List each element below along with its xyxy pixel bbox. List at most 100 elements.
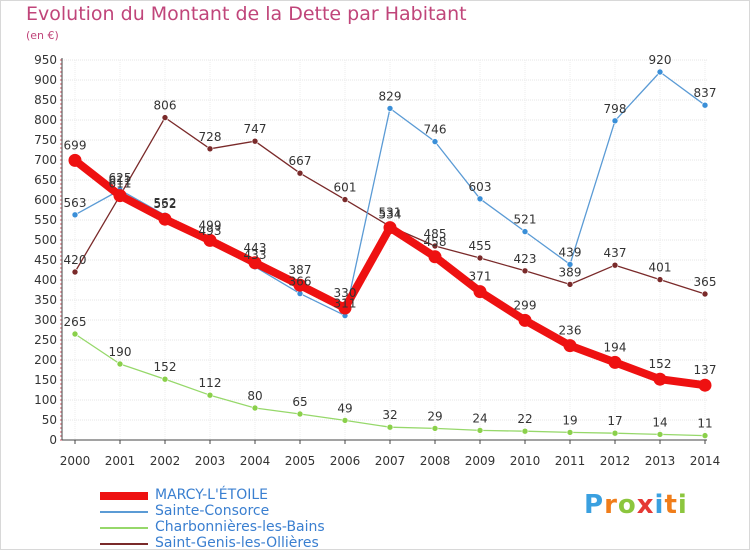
y-tick-label: 500 — [34, 233, 57, 247]
data-label: 420 — [64, 253, 87, 267]
y-tick-label: 400 — [34, 273, 57, 287]
y-tick-label: 200 — [34, 353, 57, 367]
data-point — [566, 281, 574, 288]
data-label: 32 — [382, 408, 397, 422]
x-tick-label: 2014 — [690, 454, 721, 468]
data-point — [611, 261, 619, 269]
x-tick-label: 2009 — [465, 454, 496, 468]
data-point — [611, 429, 619, 437]
data-point — [206, 145, 214, 153]
y-tick-label: 950 — [34, 53, 57, 67]
data-label: 485 — [424, 227, 447, 241]
data-point — [293, 278, 307, 292]
x-tick-label: 2003 — [195, 454, 226, 468]
x-axis: 2000 2001 2002 2003 2004 2005 2006 2007 2008 2009… — [60, 439, 721, 468]
data-label: 521 — [514, 213, 537, 227]
y-tick-label: 650 — [34, 173, 57, 187]
data-point — [71, 330, 79, 338]
data-label: 611 — [109, 174, 132, 188]
data-point — [698, 378, 712, 392]
data-point — [203, 233, 217, 247]
data-label: 499 — [199, 218, 222, 232]
data-labels: 420 611 806 728 747 667 601 534 485 455 423 389 437 4… — [64, 53, 717, 431]
y-tick-label: 800 — [34, 113, 57, 127]
legend-label: MARCY-L'ÉTOILE — [155, 487, 268, 503]
data-point — [341, 417, 349, 424]
data-point — [71, 268, 79, 276]
data-label: 29 — [427, 409, 442, 423]
x-tick-label: 2001 — [105, 454, 136, 468]
data-point — [653, 372, 667, 386]
data-label: 437 — [604, 246, 627, 260]
data-label: 562 — [154, 196, 177, 210]
data-point — [251, 404, 259, 412]
y-tick-label: 550 — [34, 213, 57, 227]
data-label: 493 — [199, 224, 222, 238]
y-tick-label: 100 — [34, 393, 57, 407]
y-tick-label: 350 — [34, 293, 57, 307]
series-layer — [68, 68, 712, 439]
data-point — [386, 105, 394, 112]
legend-swatch — [100, 492, 148, 500]
y-tick-label: 700 — [34, 153, 57, 167]
legend-label: Sainte-Consorce — [155, 503, 270, 519]
x-tick-label: 2002 — [150, 454, 181, 468]
y-tick-label: 900 — [34, 73, 57, 87]
data-point — [566, 429, 574, 436]
data-label: 601 — [334, 181, 357, 195]
proxiti-logo: Proxiti — [584, 490, 688, 520]
data-label: 22 — [517, 412, 532, 426]
data-label: 806 — [154, 99, 177, 113]
x-tick-label: 2011 — [555, 454, 586, 468]
y-tick-label: 600 — [34, 193, 57, 207]
legend-swatch — [100, 527, 148, 529]
y-tick-label: 300 — [34, 313, 57, 327]
x-tick-label: 2000 — [60, 454, 91, 468]
data-point — [656, 276, 664, 283]
y-tick-label: 250 — [34, 333, 57, 347]
data-label: 299 — [514, 298, 537, 312]
data-point — [476, 254, 484, 262]
line-chart: 0 50 100 150 200 250 300 350 400 450 500 550 600 650 7… — [34, 53, 721, 468]
logo-letter: t — [664, 490, 678, 520]
data-point — [383, 221, 397, 235]
data-point — [701, 290, 709, 298]
data-point — [116, 360, 124, 368]
data-point — [521, 228, 529, 235]
data-point — [656, 68, 664, 76]
data-label: 11 — [697, 417, 712, 431]
logo-letter: i — [677, 490, 688, 520]
data-point — [563, 339, 577, 353]
data-label: 920 — [649, 53, 672, 67]
data-label: 49 — [337, 401, 352, 415]
data-point — [386, 423, 394, 431]
data-label: 728 — [199, 130, 222, 144]
logo-letter: o — [617, 490, 637, 520]
data-label: 366 — [289, 275, 312, 289]
data-label: 152 — [154, 360, 177, 374]
data-point — [521, 427, 529, 435]
data-point — [206, 391, 214, 399]
data-point — [68, 153, 82, 167]
data-label: 14 — [652, 415, 667, 429]
data-point — [566, 261, 574, 268]
data-label: 699 — [64, 138, 87, 152]
x-tick-label: 2004 — [240, 454, 271, 468]
data-label: 311 — [334, 297, 357, 311]
data-point — [161, 114, 169, 121]
data-label: 19 — [562, 413, 577, 427]
data-label: 563 — [64, 196, 87, 210]
legend-swatch — [100, 511, 148, 513]
series-charbonni-res-les-bains — [71, 330, 709, 439]
data-point — [431, 242, 439, 250]
y-tick-label: 850 — [34, 93, 57, 107]
data-label: 80 — [247, 389, 262, 403]
logo-letter: r — [604, 490, 618, 520]
data-label: 746 — [424, 123, 447, 137]
logo-letter: x — [636, 490, 655, 520]
data-label: 603 — [469, 180, 492, 194]
x-tick-label: 2008 — [420, 454, 451, 468]
data-label: 625 — [109, 171, 132, 185]
data-point — [431, 138, 439, 145]
data-point — [476, 427, 484, 434]
